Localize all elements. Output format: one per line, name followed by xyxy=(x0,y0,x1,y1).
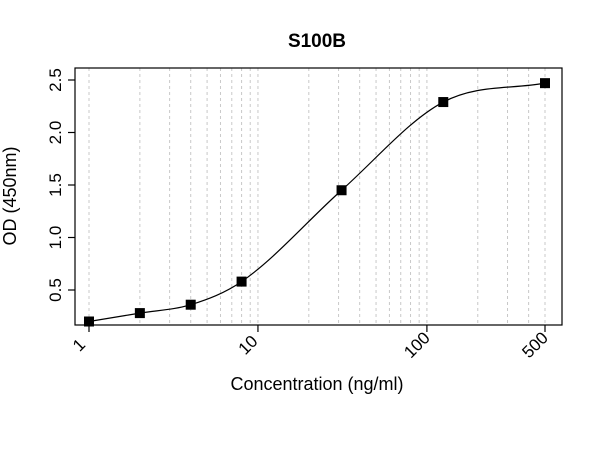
data-point xyxy=(336,185,347,196)
y-tick-label: 2.5 xyxy=(46,68,65,92)
x-tick-label: 500 xyxy=(518,328,551,361)
y-tick-label: 2.0 xyxy=(46,121,65,145)
x-tick-label: 100 xyxy=(400,328,433,361)
x-axis-label: Concentration (ng/ml) xyxy=(230,374,403,394)
data-point xyxy=(438,97,449,108)
data-point xyxy=(134,308,145,319)
data-point xyxy=(236,276,247,287)
data-points xyxy=(84,78,550,327)
data-point xyxy=(185,299,196,310)
data-point xyxy=(540,78,550,89)
x-axis: 1 10 100 500 xyxy=(69,325,552,362)
plot-frame xyxy=(74,67,563,326)
y-tick-label: 1.5 xyxy=(46,173,65,197)
x-tick-label: 10 xyxy=(235,332,262,359)
grid-lines xyxy=(88,68,546,325)
fit-curve xyxy=(88,82,546,323)
x-tick-label: 1 xyxy=(69,335,89,355)
y-tick-label: 0.5 xyxy=(46,278,65,302)
data-point xyxy=(84,316,94,327)
y-axis: 0.5 1.0 1.5 2.0 2.5 xyxy=(46,68,75,302)
y-tick-label: 1.0 xyxy=(46,226,65,250)
chart-title: S100B xyxy=(288,31,346,52)
y-axis-label: OD (450nm) xyxy=(0,146,20,245)
